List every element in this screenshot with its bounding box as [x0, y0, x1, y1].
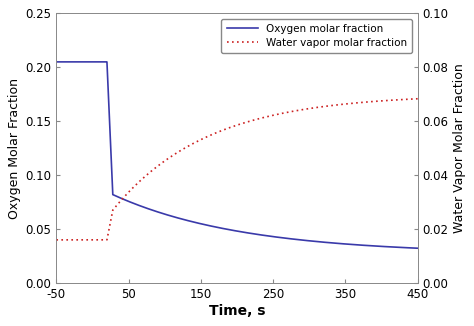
Water vapor molar fraction [191, 141, 197, 145]
Oxygen molar fraction [270, 235, 276, 239]
Water vapor molar fraction [351, 101, 356, 105]
Water vapor molar fraction [119, 197, 125, 201]
Oxygen molar fraction [351, 243, 356, 246]
Oxygen molar fraction [119, 197, 125, 200]
Legend: Oxygen molar fraction, Water vapor molar fraction: Oxygen molar fraction, Water vapor molar… [221, 19, 412, 53]
Oxygen molar fraction [289, 237, 294, 241]
Oxygen molar fraction [191, 220, 197, 224]
Water vapor molar fraction [323, 104, 329, 108]
Y-axis label: Oxygen Molar Fraction: Oxygen Molar Fraction [9, 78, 21, 219]
Water vapor molar fraction [289, 110, 294, 113]
Oxygen molar fraction [54, 60, 59, 64]
Line: Oxygen molar fraction: Oxygen molar fraction [56, 62, 418, 248]
Oxygen molar fraction [323, 241, 329, 244]
Water vapor molar fraction [415, 97, 420, 101]
X-axis label: Time, s: Time, s [209, 304, 265, 318]
Oxygen molar fraction [415, 246, 420, 250]
Line: Water vapor molar fraction: Water vapor molar fraction [56, 99, 418, 240]
Y-axis label: Water Vapor Molar Fraction: Water Vapor Molar Fraction [453, 63, 465, 233]
Water vapor molar fraction [54, 238, 59, 242]
Water vapor molar fraction [270, 113, 276, 117]
